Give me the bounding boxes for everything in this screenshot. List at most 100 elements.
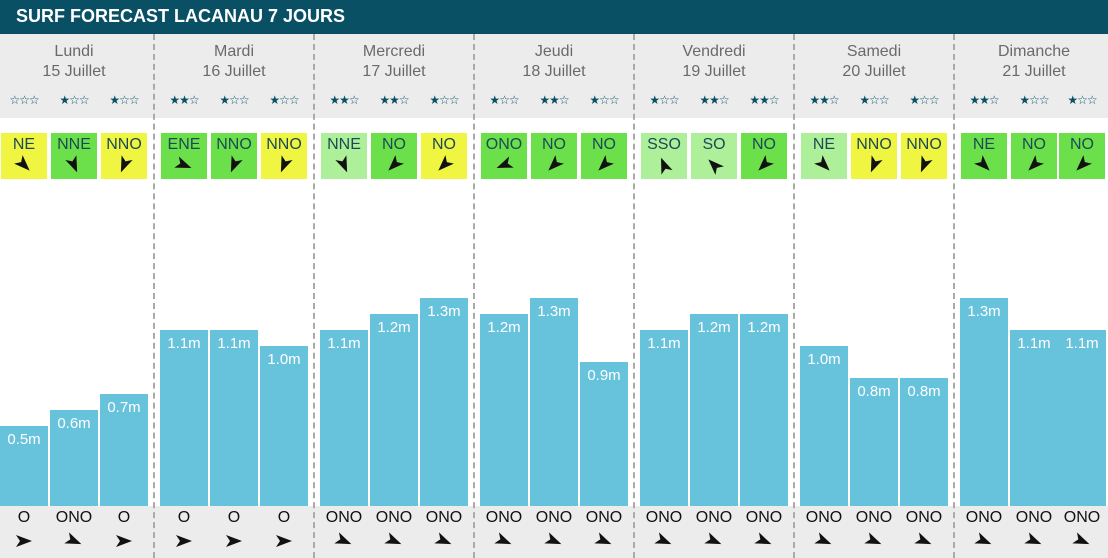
wind-direction-label: NO: [1022, 136, 1046, 153]
day-date: 20 Juillet: [842, 63, 906, 80]
star-rating: ★★☆: [749, 93, 779, 107]
wave-height-label: 1.1m: [1065, 335, 1099, 352]
wind-arrow-icon: [280, 155, 293, 173]
wind-direction-label: NO: [592, 136, 616, 153]
wave-height-bar: [1058, 330, 1106, 506]
wave-height-bar: [580, 362, 628, 506]
swell-arrow-icon: [974, 532, 992, 545]
wind-indicator: NNO: [901, 133, 947, 179]
wave-height-label: 0.8m: [857, 383, 891, 400]
wind-direction-label: NNO: [106, 136, 142, 153]
wave-height-label: 1.1m: [1017, 335, 1051, 352]
swell-arrow-icon: [594, 532, 612, 545]
wave-height-label: 1.2m: [487, 319, 521, 336]
wave-height-label: 0.6m: [57, 415, 91, 432]
wind-direction-label: SSO: [647, 136, 681, 153]
wind-arrow-icon: [335, 155, 348, 173]
wind-indicator: NO: [1059, 133, 1105, 179]
wave-height-bar: [0, 426, 48, 506]
star-rating: ★☆☆: [219, 93, 249, 107]
wind-arrow-icon: [598, 155, 614, 171]
swell-arrow-icon: [704, 532, 722, 545]
swell-direction-label: ONO: [855, 509, 893, 526]
swell-direction-label: ONO: [55, 509, 93, 526]
wind-indicator: NNO: [211, 133, 257, 179]
wind-direction-label: NO: [382, 136, 406, 153]
star-rating: ★★☆: [169, 93, 199, 107]
wind-arrow-icon: [496, 156, 514, 168]
wind-direction-label: SO: [702, 136, 726, 153]
day-name: Dimanche: [997, 43, 1071, 60]
swell-arrow-icon: [754, 532, 772, 545]
star-rating: ★☆☆: [269, 93, 299, 107]
day-separator: [953, 34, 955, 558]
day-separator: [153, 34, 155, 558]
wave-height-bar: [420, 298, 468, 506]
wind-indicator: ONO: [481, 133, 527, 179]
swell-arrow-icon: [226, 535, 242, 547]
swell-direction-label: ONO: [645, 509, 683, 526]
wind-direction-label: NE: [812, 136, 836, 153]
swell-arrow-icon: [176, 535, 192, 547]
swell-arrow-icon: [914, 532, 932, 545]
wind-arrow-icon: [974, 155, 990, 171]
wind-indicator: NNE: [51, 133, 97, 179]
swell-direction-label: O: [17, 509, 31, 526]
swell-arrow-icon: [16, 535, 32, 547]
star-rating: ★★☆: [969, 93, 999, 107]
wind-indicator: NNO: [851, 133, 897, 179]
wind-direction-label: NO: [752, 136, 776, 153]
swell-direction-label: ONO: [535, 509, 573, 526]
wind-arrow-icon: [1028, 155, 1044, 171]
swell-arrow-icon: [384, 532, 402, 545]
swell-direction-label: ONO: [425, 509, 463, 526]
wave-height-bar: [960, 298, 1008, 506]
wind-indicator: NNE: [321, 133, 367, 179]
wave-height-label: 1.3m: [967, 303, 1001, 320]
swell-arrow-icon: [276, 535, 292, 547]
wave-height-bar: [160, 330, 208, 506]
wind-arrow-icon: [14, 155, 30, 171]
wave-height-label: 0.5m: [7, 431, 41, 448]
wind-arrow-icon: [870, 155, 883, 173]
day-date: 15 Juillet: [42, 63, 106, 80]
day-separator: [473, 34, 475, 558]
wave-height-bar: [800, 346, 848, 506]
wind-arrow-icon: [230, 155, 243, 173]
swell-arrow-icon: [334, 532, 352, 545]
swell-arrow-icon: [1024, 532, 1042, 545]
wave-height-bar: [260, 346, 308, 506]
swell-arrow-icon: [116, 535, 132, 547]
wind-arrow-icon: [548, 155, 564, 171]
swell-arrow-icon: [654, 532, 672, 545]
swell-arrow-icon: [64, 532, 82, 545]
forecast-title: SURF FORECAST LACANAU 7 JOURS: [16, 6, 346, 26]
wind-indicator: NE: [1, 133, 47, 179]
wave-height-label: 1.1m: [217, 335, 251, 352]
wind-direction-label: ENE: [167, 136, 201, 153]
star-rating: ★☆☆: [859, 93, 889, 107]
wave-height-bar: [100, 394, 148, 506]
wind-arrow-icon: [65, 155, 78, 173]
star-rating: ★☆☆: [649, 93, 679, 107]
wind-direction-label: NNO: [266, 136, 302, 153]
day-date: 17 Juillet: [362, 63, 426, 80]
wind-arrow-icon: [920, 155, 933, 173]
wave-height-label: 1.2m: [697, 319, 731, 336]
swell-direction-label: ONO: [375, 509, 413, 526]
swell-direction-label: ONO: [805, 509, 843, 526]
wind-indicator: NNO: [261, 133, 307, 179]
wind-direction-label: NO: [432, 136, 456, 153]
swell-arrow-icon: [864, 532, 882, 545]
wind-direction-label: NO: [1070, 136, 1094, 153]
wind-indicator: NO: [741, 133, 787, 179]
star-rating: ★★☆: [379, 93, 409, 107]
day-separator: [633, 34, 635, 558]
day-name: Mardi: [213, 43, 254, 60]
swell-direction-label: ONO: [1063, 509, 1101, 526]
wave-height-label: 1.2m: [747, 319, 781, 336]
wave-height-label: 1.3m: [537, 303, 571, 320]
swell-direction-label: ONO: [1015, 509, 1053, 526]
wind-indicator: NO: [421, 133, 467, 179]
